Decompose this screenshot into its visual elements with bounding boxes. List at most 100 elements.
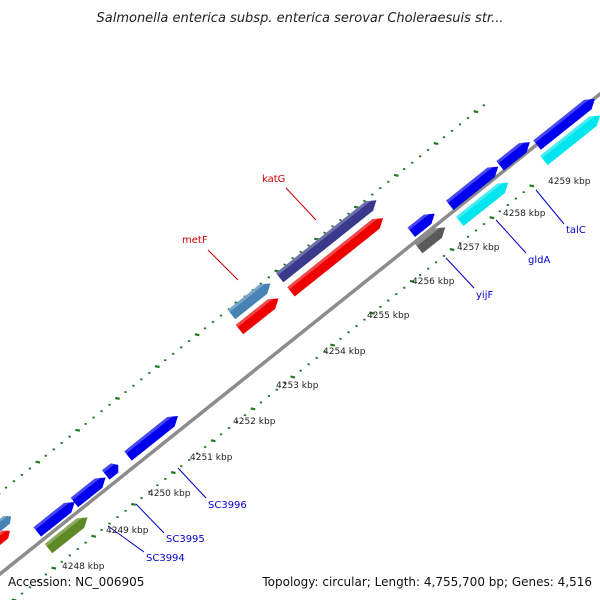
metf-feature-highlight — [227, 283, 266, 313]
tick-label: 4251 kbp — [190, 453, 233, 463]
tick-mark — [170, 471, 176, 475]
edge-red-feature[interactable] — [0, 527, 13, 548]
tick-mark — [131, 502, 136, 506]
tick-mark — [250, 407, 256, 411]
talc-feature-body — [533, 98, 595, 150]
tick-mark — [433, 142, 439, 146]
tick-mark — [210, 439, 216, 443]
map-title: Salmonella enterica subsp. enterica sero… — [97, 11, 504, 26]
tick-label: 4248 kbp — [62, 562, 105, 572]
talc-cyan-feature-highlight — [540, 115, 595, 159]
blue-feature-1-body — [446, 166, 499, 211]
edge-red-feature-highlight — [0, 530, 6, 542]
leader-line-yijf — [445, 257, 475, 289]
tick-mark — [154, 365, 160, 369]
leader-line-sc3994 — [107, 525, 145, 553]
tick-label: 4250 kbp — [148, 489, 191, 499]
tick-mark — [369, 311, 375, 315]
gene-label-sc3994[interactable]: SC3994 — [146, 553, 185, 564]
leader-line-sc3995 — [135, 503, 165, 534]
sc3994-feature[interactable] — [33, 497, 79, 537]
sc3995-feature[interactable] — [70, 473, 110, 508]
metf-feature[interactable] — [227, 279, 275, 320]
sc3994-feature-highlight — [33, 502, 70, 530]
tick-label: 4249 kbp — [106, 526, 149, 536]
tick-label: 4254 kbp — [323, 347, 366, 357]
yijf-feature-body — [407, 213, 435, 238]
katg-feature-body — [275, 200, 377, 283]
katg-feature[interactable] — [275, 196, 380, 283]
tick-label: 4257 kbp — [457, 243, 500, 253]
leader-line-talc — [535, 189, 565, 225]
tick-mark — [290, 375, 296, 379]
tick-mark — [409, 279, 415, 283]
edge-red-feature-body — [0, 530, 10, 548]
leader-line-glda — [495, 219, 527, 254]
tick-label: 4253 kbp — [276, 381, 319, 391]
edge-steel-feature[interactable] — [0, 512, 14, 532]
tick-label: 4255 kbp — [367, 311, 410, 321]
tick-label: 4252 kbp — [233, 417, 276, 427]
leader-line-katg — [285, 187, 317, 221]
yijf-feature[interactable] — [407, 209, 439, 238]
summary-text: Topology: circular; Length: 4,755,700 bp… — [261, 575, 592, 589]
tick-mark — [393, 173, 399, 177]
tick-mark — [115, 396, 120, 400]
katg-red-feature[interactable] — [287, 213, 387, 297]
metf-red-feature-highlight — [235, 298, 274, 328]
tick-label: 4256 kbp — [412, 277, 455, 287]
small-blue-feature[interactable] — [102, 460, 122, 480]
talc-feature[interactable] — [533, 94, 598, 150]
leader-line-sc3996 — [177, 467, 207, 499]
katg-feature-highlight — [275, 200, 372, 276]
tick-mark — [75, 428, 81, 432]
gene-labels: katG metF yijF gldA talC SC3996 SC3995 SC3994 — [146, 174, 586, 564]
label-leaders — [107, 187, 565, 553]
blue-feature-1-highlight — [446, 167, 493, 204]
gene-label-metf[interactable]: metF — [182, 235, 208, 246]
talc-cyan-feature[interactable] — [540, 111, 600, 166]
small-blue-feature-highlight — [102, 463, 115, 473]
tick-mark — [529, 184, 535, 188]
edge-steel-feature-body — [0, 515, 12, 532]
sc3994-feature-body — [33, 502, 75, 537]
gray-feature-body — [414, 227, 446, 254]
metf-feature-body — [227, 283, 271, 320]
gene-label-yijf[interactable]: yijF — [476, 290, 493, 301]
blue-feature-2-highlight — [496, 142, 525, 164]
gene-label-glda[interactable]: gldA — [528, 255, 550, 266]
tick-mark — [473, 110, 479, 114]
katg-red-feature-body — [287, 218, 384, 297]
gray-feature[interactable] — [414, 223, 449, 254]
gene-label-sc3996[interactable]: SC3996 — [208, 500, 247, 511]
yijf-feature-highlight — [407, 214, 430, 231]
talc-feature-highlight — [533, 99, 590, 143]
metf-red-feature[interactable] — [235, 294, 283, 335]
blue-feature-1[interactable] — [446, 162, 502, 211]
leader-line-metf — [207, 249, 239, 281]
tick-mark — [194, 333, 200, 337]
tick-mark — [449, 248, 455, 252]
tick-mark — [35, 460, 41, 464]
small-blue-feature-body — [102, 463, 119, 480]
glda-feature[interactable] — [456, 178, 512, 227]
glda-feature-body — [456, 182, 509, 227]
gray-feature-highlight — [414, 227, 440, 247]
tick-label: 4258 kbp — [503, 209, 546, 219]
blue-feature-2[interactable] — [496, 137, 533, 171]
gene-label-katg[interactable]: katG — [262, 174, 285, 185]
tick-mark — [51, 566, 57, 570]
tick-mark — [489, 216, 495, 220]
sc3996-feature-highlight — [124, 416, 173, 454]
blue-feature-2-body — [496, 142, 530, 171]
genome-backbone — [0, 91, 600, 577]
talc-cyan-feature-body — [540, 115, 600, 166]
tick-mark — [91, 534, 97, 538]
sc3996-feature[interactable] — [124, 411, 181, 461]
gene-label-sc3995[interactable]: SC3995 — [166, 534, 205, 545]
katg-red-feature-highlight — [287, 218, 378, 290]
edge-steel-feature-highlight — [0, 515, 8, 526]
gene-label-talc[interactable]: talC — [566, 225, 586, 236]
inner-tick-track — [11, 184, 535, 600]
olive-feature[interactable] — [44, 513, 92, 554]
